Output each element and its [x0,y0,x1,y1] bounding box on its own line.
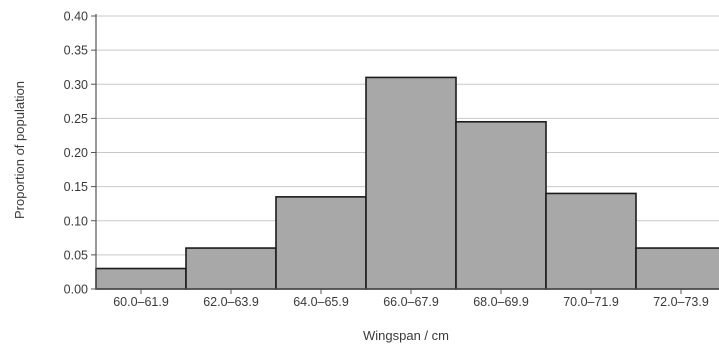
x-tick-label: 66.0–67.9 [383,295,439,309]
bars [95,76,719,290]
histogram-bar [95,267,187,290]
histogram-bar [275,196,367,290]
histogram-bar [635,247,719,290]
axes [91,14,719,294]
x-tick-label: 64.0–65.9 [293,295,349,309]
tick-labels: 0.00 0.05 0.10 0.15 0.20 0.25 0.30 0.35 0.40 60.0… [64,10,709,310]
histogram-bar [455,120,547,290]
y-tick-label: 0.40 [64,10,88,24]
y-tick-label: 0.20 [64,146,88,160]
histogram-bar [365,76,457,290]
y-axis-title: Proportion of population [12,81,27,219]
x-axis-title: Wingspan / cm [363,328,449,343]
y-tick-label: 0.00 [64,283,88,297]
y-tick-label: 0.30 [64,78,88,92]
x-tick-label: 60.0–61.9 [113,295,169,309]
x-tick-label: 70.0–71.9 [563,295,619,309]
y-tick-label: 0.35 [64,44,88,58]
y-tick-label: 0.10 [64,214,88,228]
histogram-bar [185,247,277,290]
x-tick-label: 62.0–63.9 [203,295,259,309]
x-tick-label: 68.0–69.9 [473,295,529,309]
y-tick-label: 0.25 [64,112,88,126]
y-tick-label: 0.15 [64,180,88,194]
x-tick-label: 72.0–73.9 [653,295,709,309]
histogram-bar [545,192,637,290]
y-tick-label: 0.05 [64,248,88,262]
